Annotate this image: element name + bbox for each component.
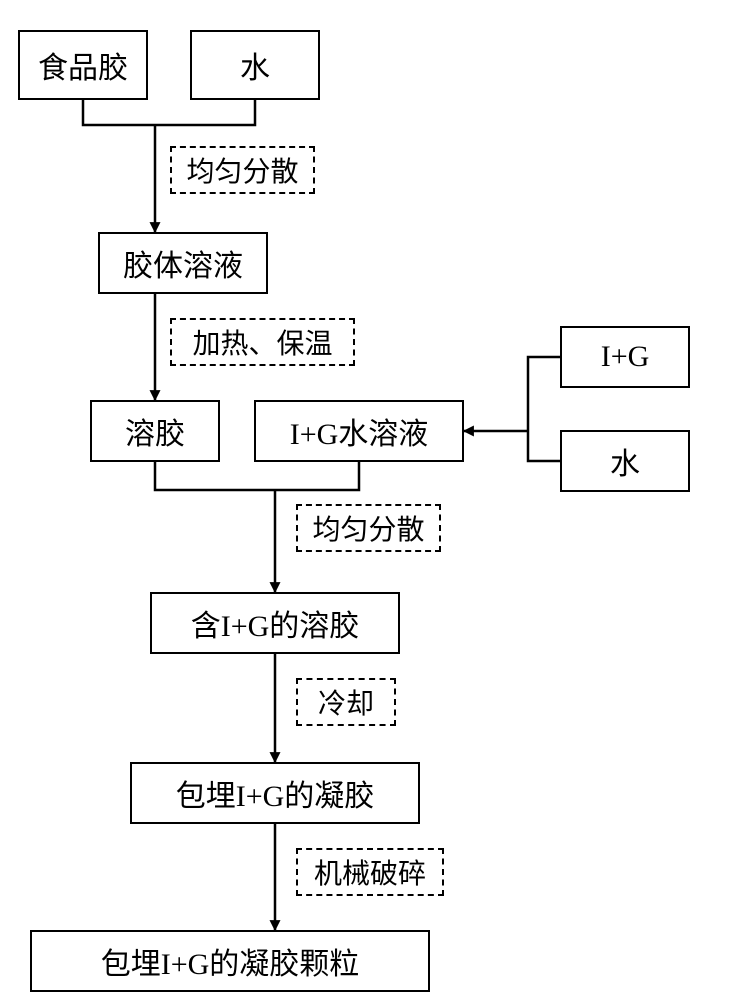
node-text: 溶胶 bbox=[125, 409, 185, 453]
flow-node-n-ig: I+G bbox=[560, 326, 690, 388]
node-text: 水 bbox=[610, 439, 640, 483]
flow-node-n-sol-ig: 含I+G的溶胶 bbox=[150, 592, 400, 654]
process-label-l-disperse-2: 均匀分散 bbox=[296, 504, 441, 552]
flow-node-n-water-1: 水 bbox=[190, 30, 320, 100]
flow-node-n-gel-particles: 包埋I+G的凝胶颗粒 bbox=[30, 930, 430, 992]
flowchart-canvas: 食品胶水均匀分散胶体溶液加热、保温溶胶I+G水溶液I+G水均匀分散含I+G的溶胶… bbox=[0, 0, 733, 1000]
edge-e-top-merge bbox=[83, 100, 255, 125]
node-text: 均匀分散 bbox=[312, 508, 424, 548]
node-text: 含I+G的溶胶 bbox=[191, 601, 360, 645]
flow-node-n-ig-aq: I+G水溶液 bbox=[254, 400, 464, 462]
process-label-l-heat: 加热、保温 bbox=[170, 318, 355, 366]
node-text: 冷却 bbox=[318, 682, 374, 722]
node-text: I+G bbox=[601, 340, 650, 374]
node-text: 机械破碎 bbox=[314, 852, 426, 892]
node-text: 加热、保温 bbox=[192, 322, 332, 362]
node-text: 包埋I+G的凝胶 bbox=[176, 771, 375, 815]
edge-e-ig-merge bbox=[528, 357, 560, 461]
flow-node-n-food-gum: 食品胶 bbox=[18, 30, 148, 100]
node-text: 食品胶 bbox=[38, 43, 128, 87]
node-text: I+G水溶液 bbox=[290, 409, 429, 453]
flow-node-n-colloid: 胶体溶液 bbox=[98, 232, 268, 294]
flow-node-n-water-2: 水 bbox=[560, 430, 690, 492]
flow-node-n-sol: 溶胶 bbox=[90, 400, 220, 462]
node-text: 胶体溶液 bbox=[123, 241, 243, 285]
process-label-l-disperse-1: 均匀分散 bbox=[170, 146, 315, 194]
edge-e-sol-merge bbox=[155, 462, 359, 490]
node-text: 包埋I+G的凝胶颗粒 bbox=[101, 939, 360, 983]
node-text: 均匀分散 bbox=[186, 150, 298, 190]
flow-node-n-gel: 包埋I+G的凝胶 bbox=[130, 762, 420, 824]
process-label-l-cool: 冷却 bbox=[296, 678, 396, 726]
node-text: 水 bbox=[240, 43, 270, 87]
process-label-l-crush: 机械破碎 bbox=[296, 848, 444, 896]
